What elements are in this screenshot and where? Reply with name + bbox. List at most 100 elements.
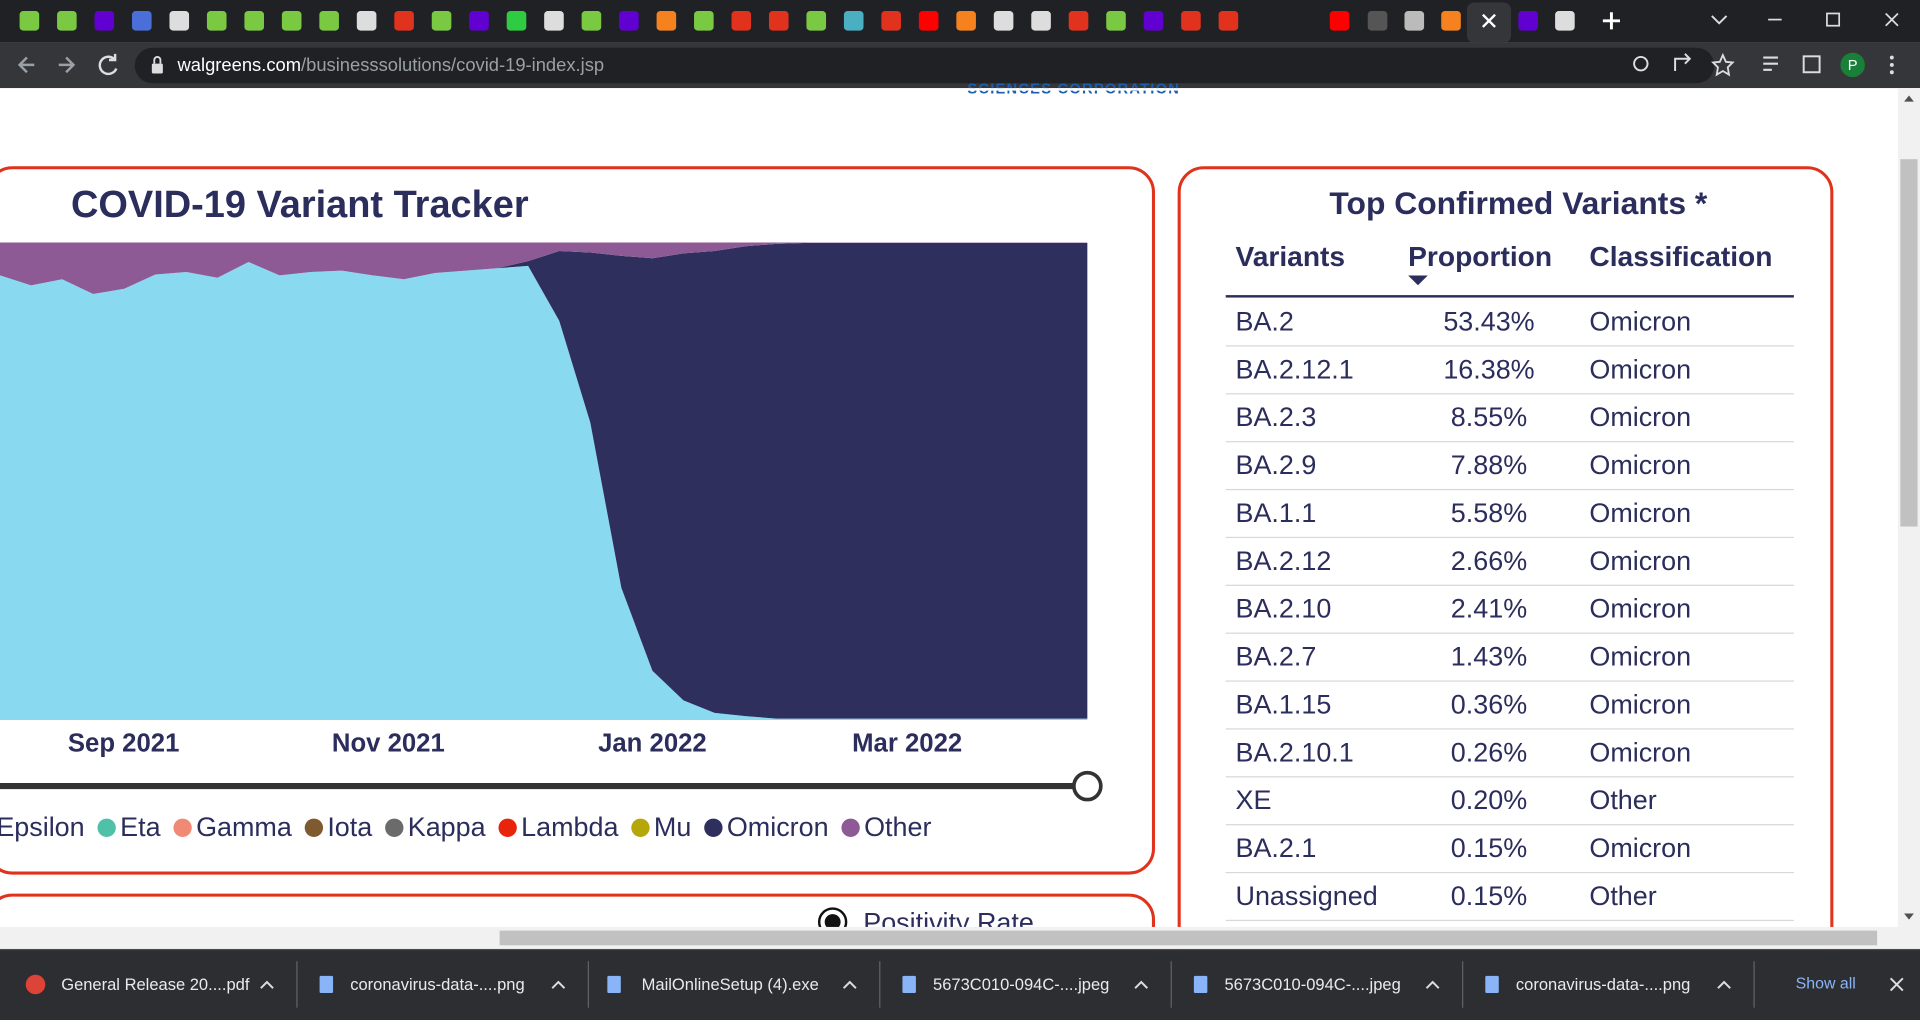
legend-label[interactable]: Other: [864, 812, 931, 842]
restore[interactable]: [1826, 12, 1841, 27]
reload[interactable]: [98, 53, 118, 76]
tab-favicon[interactable]: [694, 11, 714, 31]
v-scroll-thumb[interactable]: [1900, 159, 1918, 527]
tab-favicon[interactable]: [132, 11, 152, 31]
download-menu[interactable]: [1717, 980, 1731, 989]
tab-favicon[interactable]: [1181, 11, 1201, 31]
legend-dot[interactable]: [173, 818, 192, 837]
tab-favicon[interactable]: [581, 11, 602, 31]
back[interactable]: [17, 56, 35, 74]
tab-favicon[interactable]: [1518, 11, 1538, 31]
tab-favicon[interactable]: [768, 11, 789, 31]
close-window[interactable]: [1885, 12, 1899, 27]
tab-favicon[interactable]: [843, 11, 864, 31]
tab-favicon[interactable]: [319, 11, 339, 31]
legend-dot[interactable]: [631, 818, 650, 837]
variants-table: Top Confirmed Variants * Variants Proport…: [1225, 185, 1794, 922]
tab-favicon[interactable]: [244, 11, 264, 31]
download-menu[interactable]: [1425, 980, 1440, 989]
legend-label[interactable]: Omicron: [727, 812, 829, 842]
share[interactable]: [1674, 53, 1692, 72]
download-menu[interactable]: [260, 980, 274, 989]
download-name[interactable]: General Release 20....pdf: [61, 975, 250, 994]
side-panel[interactable]: [1802, 55, 1821, 74]
menu-dot[interactable]: [1889, 55, 1894, 60]
download-name[interactable]: 5673C010-094C-....jpeg: [933, 975, 1109, 994]
bookmark[interactable]: [1711, 52, 1735, 77]
tab-favicon[interactable]: [394, 11, 414, 31]
column-header[interactable]: Proportion: [1408, 241, 1552, 272]
column-header[interactable]: Classification: [1589, 241, 1772, 272]
tab-favicon[interactable]: [918, 11, 939, 31]
legend-label[interactable]: Gamma: [196, 812, 292, 842]
legend-dot[interactable]: [498, 818, 517, 837]
legend-dot[interactable]: [304, 818, 324, 837]
legend-label[interactable]: Lambda: [521, 812, 618, 842]
tab-favicon[interactable]: [993, 11, 1014, 31]
profile[interactable]: [1840, 52, 1865, 78]
legend-label[interactable]: Iota: [327, 812, 372, 842]
forward[interactable]: [58, 56, 76, 74]
tab-favicon[interactable]: [1441, 11, 1461, 31]
sort-arrow[interactable]: [1408, 275, 1428, 286]
tab-favicon[interactable]: [1143, 11, 1164, 31]
tab-favicon[interactable]: [19, 11, 40, 31]
zoom[interactable]: [1633, 55, 1649, 72]
legend-dot[interactable]: [704, 818, 723, 837]
h-scroll-thumb[interactable]: [499, 930, 1878, 946]
download-menu[interactable]: [1134, 980, 1149, 989]
download-name[interactable]: MailOnlineSetup (4).exe: [642, 975, 819, 994]
tab-favicon[interactable]: [806, 11, 827, 31]
show-all[interactable]: Show all: [1796, 976, 1856, 993]
omnibox[interactable]: [134, 47, 1715, 84]
download-menu[interactable]: [551, 980, 566, 989]
tab-favicon[interactable]: [57, 11, 77, 31]
legend-label[interactable]: Epsilon: [0, 812, 85, 842]
download-name[interactable]: 5673C010-094C-....jpeg: [1224, 975, 1400, 994]
tab-favicon[interactable]: [281, 11, 302, 31]
tab-favicon[interactable]: [1068, 11, 1089, 31]
tab-favicon[interactable]: [206, 11, 227, 31]
new-tab[interactable]: [1602, 12, 1621, 30]
tab-favicon[interactable]: [1218, 11, 1239, 31]
table-cell: 0.15%: [1451, 881, 1527, 911]
tab-favicon[interactable]: [1329, 11, 1350, 31]
tab-favicon[interactable]: [94, 11, 115, 31]
tab-favicon[interactable]: [544, 11, 564, 31]
legend-dot[interactable]: [841, 818, 860, 837]
download-menu[interactable]: [842, 980, 857, 989]
tab-favicon[interactable]: [431, 11, 452, 31]
legend-label[interactable]: Kappa: [408, 812, 486, 842]
tab-search[interactable]: [1711, 15, 1728, 25]
table-cell: 8.55%: [1451, 402, 1527, 432]
tab-favicon[interactable]: [956, 11, 976, 31]
download-name[interactable]: coronavirus-data-....png: [350, 975, 524, 994]
reading-list[interactable]: [1763, 56, 1778, 71]
table-cell: 16.38%: [1443, 354, 1534, 384]
tab-favicon[interactable]: [1404, 11, 1425, 31]
tab-favicon[interactable]: [356, 11, 377, 31]
active-tab[interactable]: [1466, 2, 1512, 43]
tab-favicon[interactable]: [619, 11, 639, 31]
download-name[interactable]: coronavirus-data-....png: [1516, 975, 1690, 994]
legend-dot[interactable]: [385, 818, 404, 837]
tab-favicon[interactable]: [169, 11, 190, 31]
close-tab[interactable]: [1481, 13, 1496, 28]
tab-favicon[interactable]: [731, 11, 752, 31]
close-downloads[interactable]: [1889, 977, 1904, 992]
tab-favicon[interactable]: [1367, 11, 1388, 31]
tab-favicon[interactable]: [881, 11, 901, 31]
tab-favicon[interactable]: [469, 11, 489, 31]
menu-dot[interactable]: [1889, 62, 1894, 67]
column-header[interactable]: Variants: [1236, 241, 1346, 272]
tab-favicon[interactable]: [506, 11, 527, 31]
tab-favicon[interactable]: [1106, 11, 1126, 31]
tab-favicon[interactable]: [1555, 11, 1575, 31]
tab-favicon[interactable]: [1031, 11, 1051, 31]
legend-label[interactable]: Eta: [120, 812, 160, 842]
tab-favicon[interactable]: [656, 11, 677, 31]
menu-dot[interactable]: [1889, 70, 1894, 75]
legend-label[interactable]: Mu: [654, 812, 691, 842]
legend-dot[interactable]: [97, 818, 116, 837]
slider-handle[interactable]: [1072, 770, 1103, 802]
